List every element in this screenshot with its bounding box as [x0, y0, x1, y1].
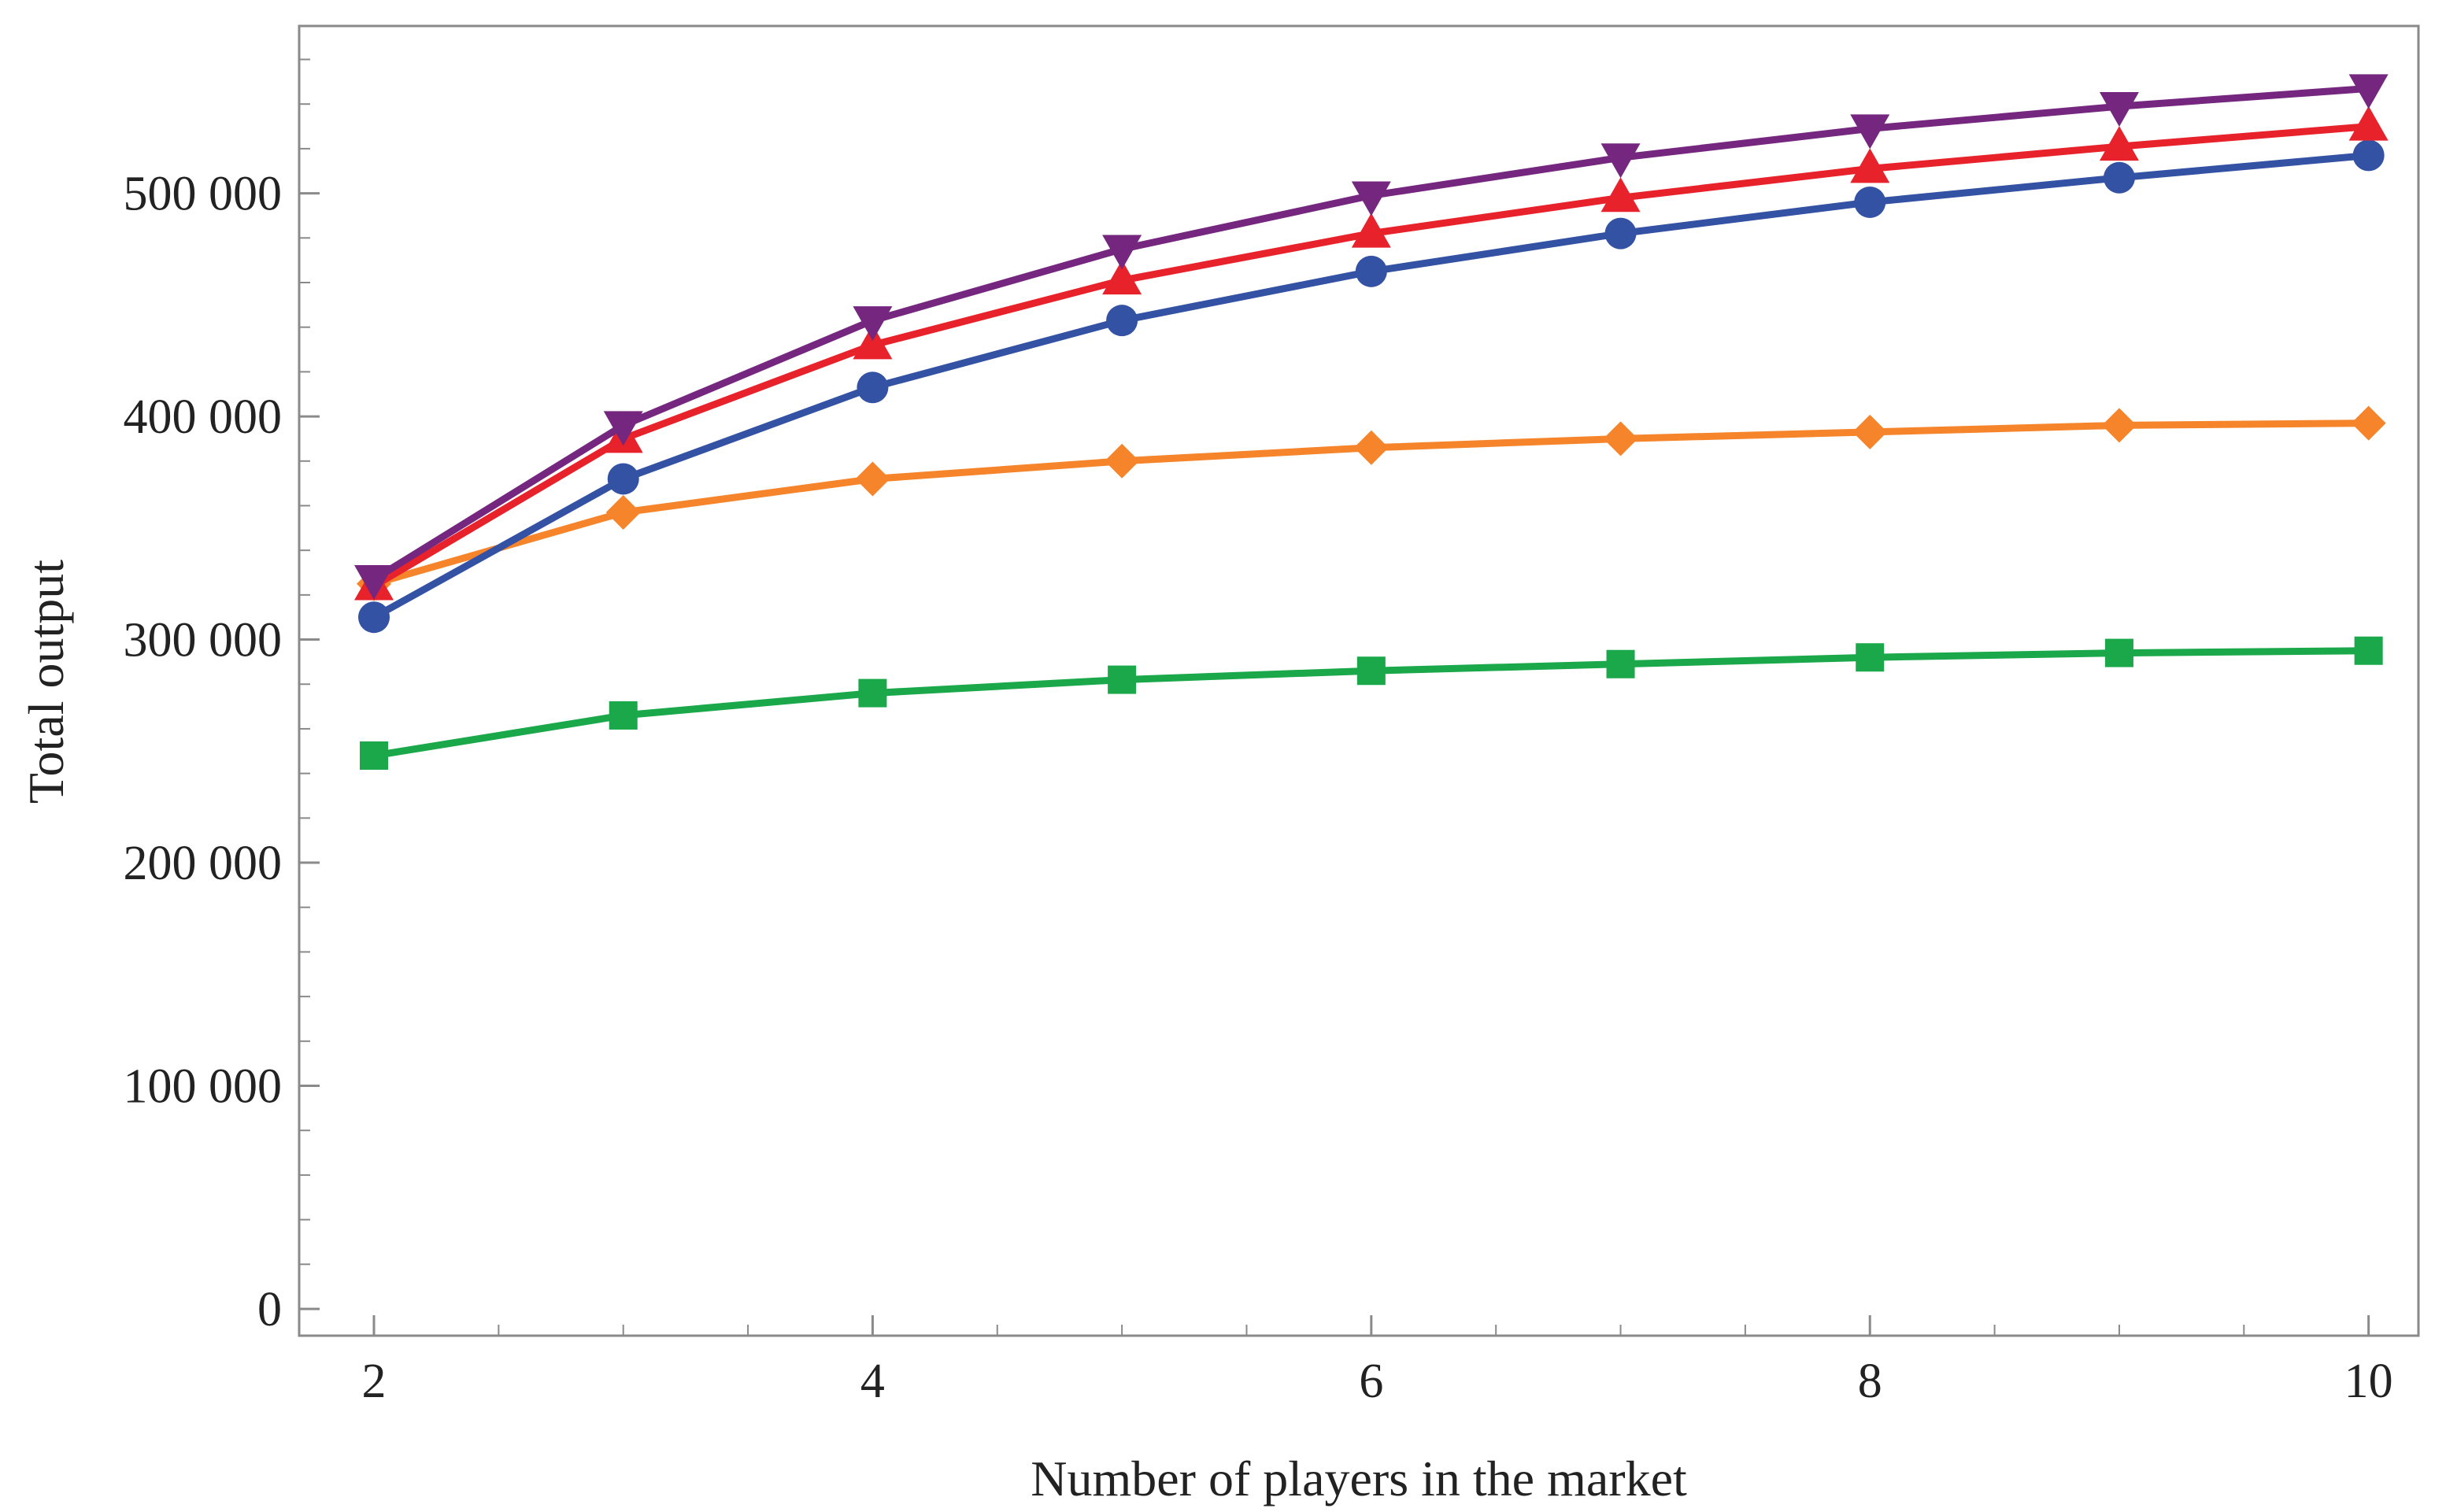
data-point [1850, 114, 1890, 150]
x-axis: 2 4 6 8 10 [362, 1315, 2393, 1408]
data-point [1353, 430, 1389, 465]
x-tick-label: 10 [2344, 1355, 2393, 1408]
x-tick-label: 4 [860, 1355, 885, 1408]
data-point [2354, 636, 2383, 665]
data-point [2099, 126, 2139, 161]
data-point [2352, 139, 2385, 172]
data-point [858, 678, 887, 708]
data-point [1606, 649, 1635, 678]
series-triangle-down [354, 74, 2389, 601]
y-tick-label: 100 000 [124, 1060, 283, 1114]
data-point [1106, 305, 1138, 337]
series-diamond [357, 405, 2386, 601]
data-point [1108, 665, 1137, 694]
data-point [1102, 260, 1142, 295]
data-point [1600, 143, 1641, 179]
data-point [2103, 161, 2135, 194]
data-point [2104, 638, 2133, 667]
series-square [360, 636, 2383, 770]
y-tick-label: 200 000 [124, 837, 283, 890]
data-point [354, 565, 394, 601]
y-tick-label: 300 000 [124, 614, 283, 667]
data-point [1351, 213, 1391, 248]
data-point [1854, 186, 1886, 218]
data-point [2348, 74, 2389, 109]
series-layer [354, 74, 2389, 770]
data-point [1850, 148, 1890, 183]
data-point [1856, 643, 1885, 672]
data-point [1351, 181, 1391, 216]
data-point [2348, 105, 2389, 141]
series-circle [358, 139, 2385, 634]
x-tick-label: 8 [1858, 1355, 1882, 1408]
y-tick-label: 500 000 [124, 168, 283, 221]
data-point [2099, 92, 2139, 128]
y-tick-label: 400 000 [124, 390, 283, 444]
x-tick-label: 6 [1359, 1355, 1383, 1408]
y-tick-label: 0 [257, 1283, 282, 1336]
data-point [853, 324, 893, 360]
data-point [2351, 405, 2386, 441]
data-point [1102, 235, 1142, 270]
data-point [1355, 255, 1387, 287]
plot-frame [298, 24, 2420, 1337]
x-tick-label: 2 [362, 1355, 387, 1408]
data-point [607, 463, 639, 495]
data-point [603, 411, 643, 446]
data-point [1356, 656, 1386, 686]
data-point [2101, 408, 2137, 443]
data-point [609, 701, 638, 730]
data-point [857, 372, 889, 404]
data-point [1852, 414, 1888, 449]
data-point [1105, 443, 1140, 479]
y-axis: 0 100 000 200 000 300 000 400 000 500 000 [124, 58, 320, 1336]
data-point [605, 494, 641, 530]
x-axis-title: Number of players in the market [1031, 1451, 1687, 1506]
data-point [358, 601, 390, 634]
data-point [360, 741, 389, 770]
data-point [855, 461, 890, 497]
y-axis-title: Total output [18, 560, 74, 804]
data-point [1604, 217, 1637, 250]
data-point [1600, 177, 1641, 213]
data-point [1603, 421, 1638, 457]
data-point [853, 306, 893, 342]
